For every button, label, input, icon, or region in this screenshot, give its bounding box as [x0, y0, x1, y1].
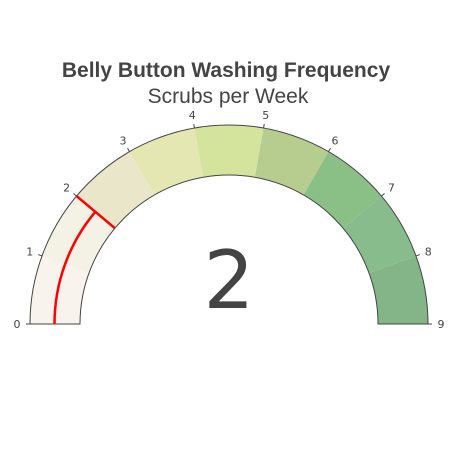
gauge-step-3 [129, 128, 204, 195]
gauge-tick-label-2: 2 [63, 182, 70, 195]
gauge-step-8 [369, 255, 428, 324]
gauge-step-6 [303, 151, 382, 229]
gauge-tick-mark-2 [73, 193, 77, 197]
gauge-tick-label-7: 7 [388, 182, 395, 195]
gauge-tick-mark-8 [415, 254, 420, 257]
gauge-tick-label-5: 5 [262, 109, 269, 122]
gauge-tick-label-6: 6 [332, 134, 339, 147]
chart-subtitle: Scrubs per Week [148, 85, 309, 108]
gauge-bar [53, 195, 116, 325]
gauge-tick-label-8: 8 [425, 245, 432, 258]
gauge-step-5 [254, 128, 329, 195]
gauge-ticks: 0 1 2 3 4 5 6 7 8 9 [14, 109, 445, 331]
gauge-tick-label-1: 1 [26, 245, 33, 258]
gauge-tick-label-9: 9 [438, 318, 445, 331]
gauge-tick-mark-1 [38, 254, 43, 257]
gauge-tick-label-3: 3 [120, 134, 127, 147]
gauge-tick-mark-4 [193, 123, 195, 129]
gauge-step-4 [194, 124, 264, 178]
gauge-tick-mark-5 [263, 123, 265, 129]
gauge-value-bar [53, 211, 97, 325]
gauge-tick-mark-7 [381, 193, 385, 197]
gauge-steps [29, 124, 429, 325]
chart-title: Belly Button Washing Frequency [62, 59, 391, 82]
gauge-threshold-line [75, 195, 116, 230]
gauge-step-7 [343, 196, 416, 274]
gauge-tick-label-0: 0 [14, 318, 21, 331]
gauge-tick-label-4: 4 [189, 109, 196, 122]
gauge-tick-mark-3 [127, 147, 130, 152]
gauge-step-0 [30, 255, 89, 324]
gauge-step-2 [76, 151, 155, 229]
gauge-outline [29, 124, 429, 325]
gauge-tick-mark-6 [328, 147, 331, 152]
gauge-value: 2 [204, 234, 255, 327]
